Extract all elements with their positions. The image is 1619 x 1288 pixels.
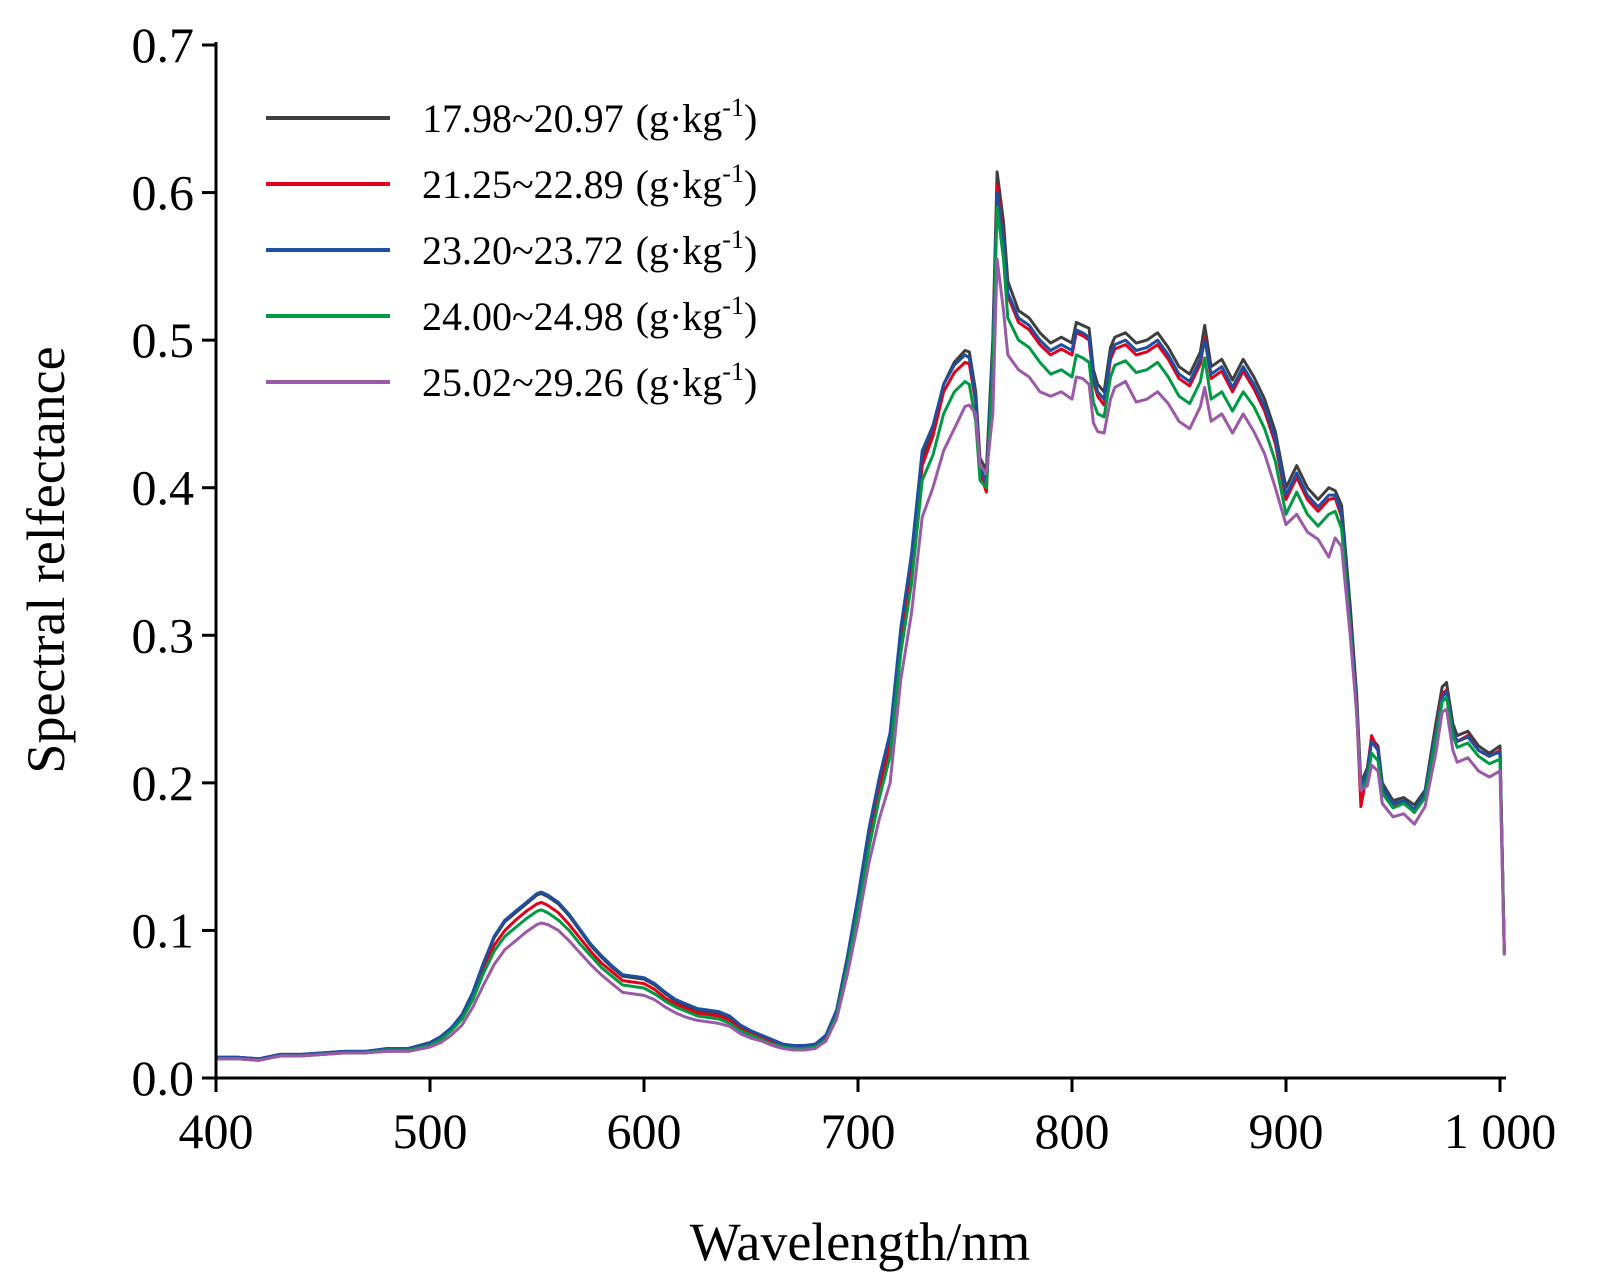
legend-unit-superscript: -1 (722, 291, 744, 320)
y-tick-label: 0.5 (132, 312, 195, 368)
legend: 17.98~20.97 (g·kg-1)21.25~22.89 (g·kg-1)23… (266, 93, 757, 405)
legend-unit-superscript: -1 (722, 93, 744, 122)
legend-label-3: 23.20~23.72 (g·kg-1) (422, 225, 757, 273)
axes (214, 42, 1506, 1080)
x-tick-label: 800 (1035, 1103, 1110, 1159)
series-line-4 (216, 205, 1506, 1062)
legend-unit: (g·kg (636, 228, 723, 273)
legend-unit-close: ) (744, 228, 757, 273)
x-tick-label: 500 (393, 1103, 468, 1159)
plot-area (216, 170, 1506, 1062)
y-tick-label: 0.7 (132, 17, 195, 73)
legend-unit: (g·kg (636, 360, 723, 405)
legend-label-1: 17.98~20.97 (g·kg-1) (422, 93, 757, 141)
series-line-1 (216, 170, 1506, 1061)
ticks: 0.0 0.1 0.2 0.3 0.4 0.5 0.6 0.7 400 500 600 700 800 9… (132, 17, 1557, 1159)
legend-unit: (g·kg (636, 162, 723, 207)
legend-series-name: 24.00~24.98 (422, 294, 624, 339)
legend-unit-close: ) (744, 294, 757, 339)
y-tick-label: 0.3 (132, 607, 195, 663)
legend-unit-close: ) (744, 162, 757, 207)
series-line-2 (216, 183, 1506, 1062)
y-axis-title: Spectral relfectance (16, 346, 76, 773)
y-tick-label: 0.4 (132, 460, 195, 516)
legend-series-name: 21.25~22.89 (422, 162, 624, 207)
y-tick-label: 0.0 (132, 1050, 195, 1106)
legend-series-name: 17.98~20.97 (422, 96, 624, 141)
y-tick-label: 0.6 (132, 165, 195, 221)
legend-series-name: 25.02~29.26 (422, 360, 624, 405)
legend-series-name: 23.20~23.72 (422, 228, 624, 273)
legend-unit-close: ) (744, 96, 757, 141)
legend-label-2: 21.25~22.89 (g·kg-1) (422, 159, 757, 207)
legend-unit: (g·kg (636, 294, 723, 339)
series-line-3 (216, 191, 1506, 1061)
legend-unit-close: ) (744, 360, 757, 405)
legend-unit: (g·kg (636, 96, 723, 141)
series-line-5 (216, 257, 1506, 1062)
legend-unit-superscript: -1 (722, 225, 744, 254)
x-tick-label: 900 (1249, 1103, 1324, 1159)
legend-unit-superscript: -1 (722, 357, 744, 386)
x-axis-title: Wavelength/nm (690, 1212, 1031, 1272)
x-tick-label: 400 (179, 1103, 254, 1159)
legend-label-5: 25.02~29.26 (g·kg-1) (422, 357, 757, 405)
legend-label-4: 24.00~24.98 (g·kg-1) (422, 291, 757, 339)
y-tick-label: 0.2 (132, 755, 195, 811)
legend-unit-superscript: -1 (722, 159, 744, 188)
y-tick-label: 0.1 (132, 902, 195, 958)
x-tick-label: 1 000 (1444, 1103, 1557, 1159)
x-tick-label: 700 (821, 1103, 896, 1159)
x-tick-label: 600 (607, 1103, 682, 1159)
